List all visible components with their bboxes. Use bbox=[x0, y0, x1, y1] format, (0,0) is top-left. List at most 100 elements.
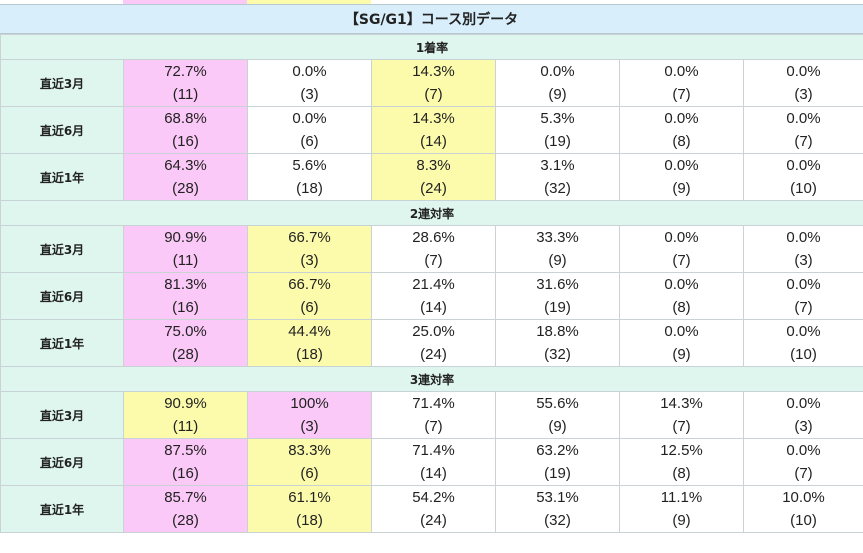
stat-percentage: 72.7% bbox=[164, 63, 207, 80]
stat-percentage: 0.0% bbox=[786, 442, 821, 459]
stat-percentage: 44.4% bbox=[288, 323, 331, 340]
stat-race-count: (19) bbox=[544, 299, 571, 316]
course-stats-table: 1着率 直近3月 72.7% (11) 0.0% (3) 14.3% (7) 0.0% (9) 0.… bbox=[0, 34, 863, 533]
stat-cell-course-4: 0.0% (9) bbox=[495, 59, 620, 107]
table-row: 直近3月 72.7% (11) 0.0% (3) 14.3% (7) 0.0% (9) 0.0% (… bbox=[0, 59, 863, 107]
stat-cell-course-5: 0.0% (8) bbox=[619, 272, 744, 320]
stat-cell-course-1: 68.8% (16) bbox=[123, 106, 248, 154]
stat-cell-course-3: 8.3% (24) bbox=[371, 153, 496, 201]
stat-percentage: 66.7% bbox=[288, 229, 331, 246]
stat-race-count: (6) bbox=[300, 465, 319, 482]
stat-percentage: 0.0% bbox=[786, 276, 821, 293]
stat-race-count: (10) bbox=[790, 180, 817, 197]
stat-race-count: (8) bbox=[672, 133, 691, 150]
section-header-row: 3連対率 bbox=[0, 366, 863, 392]
section-title: 2連対率 bbox=[0, 200, 863, 226]
stat-cell-course-4: 3.1% (32) bbox=[495, 153, 620, 201]
row-period-label: 直近3月 bbox=[0, 225, 124, 273]
stat-percentage: 8.3% bbox=[416, 157, 451, 174]
stat-race-count: (3) bbox=[300, 418, 319, 435]
stat-cell-course-1: 90.9% (11) bbox=[123, 391, 248, 439]
stat-cell-course-2: 100% (3) bbox=[247, 391, 372, 439]
stat-race-count: (32) bbox=[544, 180, 571, 197]
stat-cell-course-4: 55.6% (9) bbox=[495, 391, 620, 439]
stat-percentage: 0.0% bbox=[786, 395, 821, 412]
stat-race-count: (9) bbox=[672, 512, 691, 529]
stat-percentage: 25.0% bbox=[412, 323, 455, 340]
stat-percentage: 31.6% bbox=[536, 276, 579, 293]
stat-cell-course-6: 0.0% (3) bbox=[743, 59, 863, 107]
table-row: 直近6月 68.8% (16) 0.0% (6) 14.3% (14) 5.3% (19) 0.0… bbox=[0, 106, 863, 154]
stat-race-count: (32) bbox=[544, 512, 571, 529]
stat-race-count: (14) bbox=[420, 133, 447, 150]
stat-race-count: (28) bbox=[172, 346, 199, 363]
stat-race-count: (7) bbox=[672, 252, 691, 269]
stat-percentage: 3.1% bbox=[540, 157, 575, 174]
stat-cell-course-1: 64.3% (28) bbox=[123, 153, 248, 201]
stat-race-count: (7) bbox=[424, 86, 443, 103]
stat-cell-course-4: 5.3% (19) bbox=[495, 106, 620, 154]
row-period-label: 直近6月 bbox=[0, 438, 124, 486]
stat-race-count: (32) bbox=[544, 346, 571, 363]
stat-race-count: (3) bbox=[300, 86, 319, 103]
stat-race-count: (3) bbox=[300, 252, 319, 269]
stat-race-count: (18) bbox=[296, 346, 323, 363]
stat-race-count: (16) bbox=[172, 133, 199, 150]
stat-percentage: 28.6% bbox=[412, 229, 455, 246]
table-title: 【SG/G1】コース別データ bbox=[0, 4, 863, 34]
stat-race-count: (18) bbox=[296, 180, 323, 197]
stat-cell-course-5: 0.0% (8) bbox=[619, 106, 744, 154]
stat-percentage: 0.0% bbox=[292, 110, 327, 127]
stat-race-count: (19) bbox=[544, 133, 571, 150]
stat-race-count: (9) bbox=[548, 252, 567, 269]
stat-percentage: 12.5% bbox=[660, 442, 703, 459]
stat-percentage: 90.9% bbox=[164, 395, 207, 412]
stat-percentage: 33.3% bbox=[536, 229, 579, 246]
stat-cell-course-3: 21.4% (14) bbox=[371, 272, 496, 320]
stat-percentage: 100% bbox=[290, 395, 329, 412]
stat-percentage: 66.7% bbox=[288, 276, 331, 293]
stat-cell-course-3: 71.4% (7) bbox=[371, 391, 496, 439]
stat-percentage: 18.8% bbox=[536, 323, 579, 340]
stat-race-count: (10) bbox=[790, 346, 817, 363]
stat-race-count: (7) bbox=[672, 418, 691, 435]
stat-percentage: 61.1% bbox=[288, 489, 331, 506]
stat-race-count: (6) bbox=[300, 133, 319, 150]
stat-race-count: (8) bbox=[672, 465, 691, 482]
stat-cell-course-2: 44.4% (18) bbox=[247, 319, 372, 367]
stat-percentage: 63.2% bbox=[536, 442, 579, 459]
stat-percentage: 54.2% bbox=[412, 489, 455, 506]
stat-percentage: 14.3% bbox=[660, 395, 703, 412]
stat-race-count: (28) bbox=[172, 180, 199, 197]
table-row: 直近6月 87.5% (16) 83.3% (6) 71.4% (14) 63.2% (19) 1… bbox=[0, 438, 863, 486]
stat-race-count: (24) bbox=[420, 180, 447, 197]
section-header-row: 1着率 bbox=[0, 34, 863, 60]
stat-cell-course-5: 12.5% (8) bbox=[619, 438, 744, 486]
stat-percentage: 90.9% bbox=[164, 229, 207, 246]
stat-percentage: 0.0% bbox=[786, 157, 821, 174]
stat-race-count: (11) bbox=[172, 418, 199, 435]
stat-race-count: (16) bbox=[172, 299, 199, 316]
stat-race-count: (9) bbox=[672, 180, 691, 197]
table-row: 直近1年 85.7% (28) 61.1% (18) 54.2% (24) 53.1% (32)… bbox=[0, 485, 863, 533]
stat-percentage: 0.0% bbox=[786, 323, 821, 340]
stat-percentage: 0.0% bbox=[786, 229, 821, 246]
stat-percentage: 0.0% bbox=[664, 157, 699, 174]
row-period-label: 直近3月 bbox=[0, 391, 124, 439]
stat-cell-course-4: 18.8% (32) bbox=[495, 319, 620, 367]
stat-race-count: (14) bbox=[420, 299, 447, 316]
stat-race-count: (6) bbox=[300, 299, 319, 316]
table-row: 直近1年 64.3% (28) 5.6% (18) 8.3% (24) 3.1% (32) 0.0… bbox=[0, 153, 863, 201]
stat-percentage: 0.0% bbox=[664, 110, 699, 127]
stat-cell-course-3: 14.3% (14) bbox=[371, 106, 496, 154]
stat-cell-course-2: 66.7% (3) bbox=[247, 225, 372, 273]
previous-table-edge bbox=[0, 0, 863, 4]
stat-percentage: 0.0% bbox=[786, 63, 821, 80]
table-row: 直近3月 90.9% (11) 100% (3) 71.4% (7) 55.6% (9) 14.3… bbox=[0, 391, 863, 439]
stat-race-count: (16) bbox=[172, 465, 199, 482]
stat-cell-course-1: 90.9% (11) bbox=[123, 225, 248, 273]
stat-race-count: (3) bbox=[794, 252, 813, 269]
stat-cell-course-1: 75.0% (28) bbox=[123, 319, 248, 367]
stat-cell-course-4: 31.6% (19) bbox=[495, 272, 620, 320]
row-period-label: 直近6月 bbox=[0, 272, 124, 320]
